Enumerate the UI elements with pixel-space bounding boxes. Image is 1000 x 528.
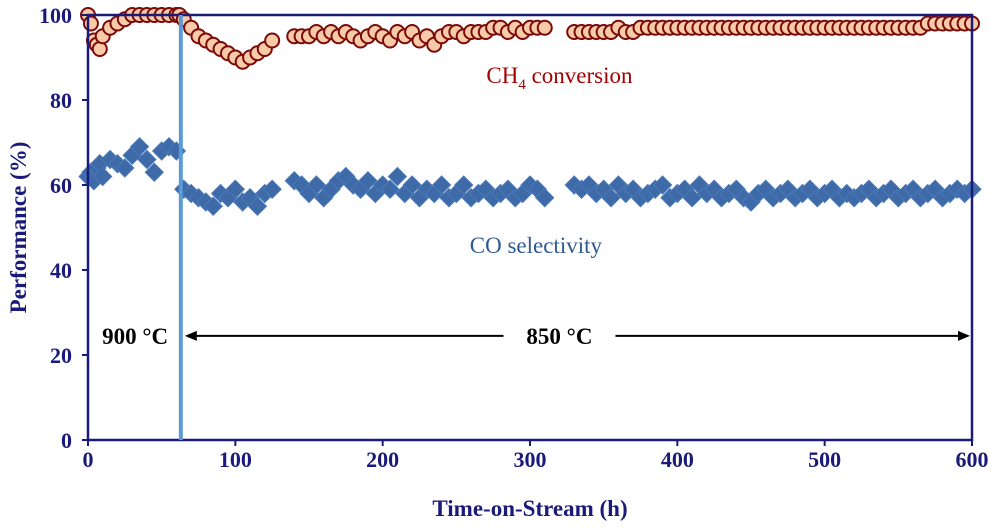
x-tick-label: 0 (83, 447, 94, 472)
x-axis-ticks: 0 100 200 300 400 500 600 (83, 440, 989, 472)
x-axis-title: Time-on-Stream (h) (432, 496, 627, 521)
y-axis-ticks: 0 20 40 60 80 100 (39, 3, 88, 453)
y-axis-title: Performance (%) (6, 142, 31, 314)
co-selectivity-point (652, 175, 673, 195)
co-selectivity-point (225, 179, 246, 199)
co-selectivity-point (144, 162, 165, 182)
co-selectivity-point (203, 196, 223, 216)
co-selectivity-point (93, 166, 113, 187)
co-selectivity-point (115, 158, 135, 178)
y-tick-label: 40 (50, 258, 72, 283)
co-selectivity-point (358, 171, 378, 191)
plot-points (78, 7, 982, 216)
co-selectivity-point (601, 188, 621, 208)
co-selectivity-point (387, 166, 408, 187)
co-selectivity-point (535, 188, 555, 208)
x-tick-label: 100 (219, 447, 252, 472)
co-selectivity-label: CO selectivity (470, 233, 603, 258)
ch4-conversion-point (91, 41, 108, 57)
x-tick-label: 500 (808, 447, 841, 472)
co-selectivity-point (129, 137, 150, 157)
co-selectivity-point (682, 188, 702, 208)
x-tick-label: 300 (514, 447, 547, 472)
co-selectivity-point (402, 175, 422, 195)
ch4-label-rest: conversion (526, 63, 633, 88)
ch4-conversion-point (264, 32, 281, 49)
co-selectivity-point (137, 149, 157, 170)
co-selectivity-point (431, 175, 452, 195)
co-selectivity-point (306, 175, 327, 195)
x-tick-label: 600 (956, 447, 989, 472)
y-tick-label: 80 (50, 88, 72, 113)
co-selectivity-point (247, 196, 268, 216)
co-selectivity-point (262, 179, 282, 199)
arrow-head-right (958, 330, 970, 341)
x-tick-label: 400 (661, 447, 694, 472)
arrow-head-left (184, 330, 197, 341)
co-selectivity-point (380, 179, 400, 199)
y-tick-label: 0 (61, 428, 72, 453)
y-tick-label: 20 (50, 343, 72, 368)
x-tick-label: 200 (366, 447, 399, 472)
ch4-conversion-point (82, 15, 99, 32)
y-tick-label: 100 (39, 3, 72, 28)
co-selectivity-point (453, 175, 474, 195)
ch4-label-main: CH (486, 63, 518, 88)
ch4-conversion-label: CH4 conversion (486, 63, 633, 93)
temperature-label-850: 850 °C (526, 324, 592, 349)
ch4-conversion-point (536, 19, 553, 36)
ch4-label-subscript: 4 (518, 77, 526, 93)
y-tick-label: 60 (50, 173, 72, 198)
temperature-label-900: 900 °C (102, 324, 168, 349)
